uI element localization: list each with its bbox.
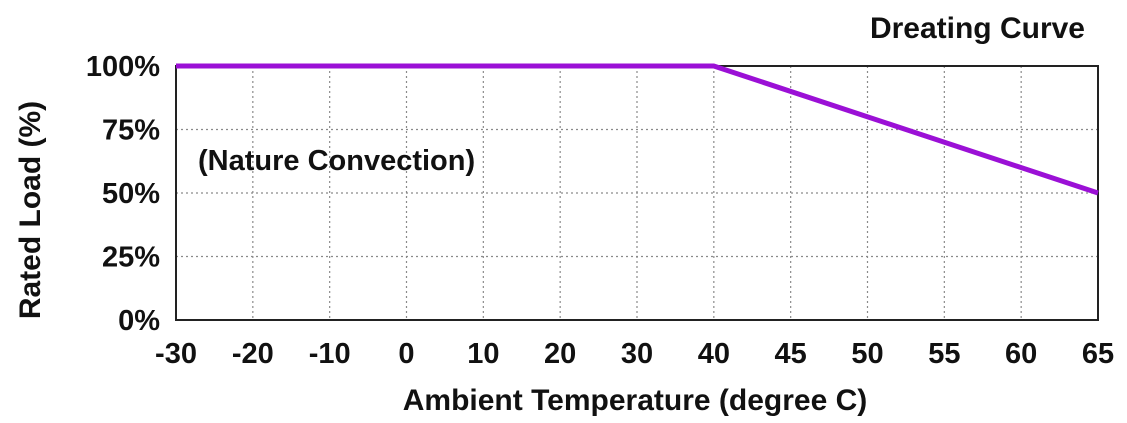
x-tick-label: -30 [155, 338, 197, 370]
x-tick-label: 65 [1082, 338, 1114, 370]
y-tick-labels: 0% 25% 50% 75% 100% [86, 51, 160, 337]
annotation-nature-convection: (Nature Convection) [198, 145, 475, 177]
x-tick-label: 20 [544, 338, 576, 370]
grid-lines [176, 66, 1098, 320]
y-tick-label: 100% [86, 51, 160, 83]
x-tick-label: 60 [1005, 338, 1037, 370]
x-tick-labels: -30 -20 -10 0 10 20 30 40 45 50 55 60 65 [155, 338, 1114, 370]
chart-title: Dreating Curve [870, 12, 1085, 45]
x-tick-label: 45 [775, 338, 807, 370]
y-tick-label: 25% [102, 242, 160, 274]
y-tick-label: 0% [118, 305, 160, 337]
x-tick-label: 50 [851, 338, 883, 370]
x-tick-label: -20 [232, 338, 274, 370]
series-layer [176, 63, 1099, 196]
y-tick-label: 50% [102, 178, 160, 210]
x-tick-label: 0 [398, 338, 414, 370]
x-tick-label: 10 [467, 338, 499, 370]
x-axis-title: Ambient Temperature (degree C) [403, 384, 868, 417]
x-tick-label: 30 [621, 338, 653, 370]
derating-curve-line [176, 63, 1099, 196]
y-tick-label: 75% [102, 115, 160, 147]
y-axis-title: Rated Load (%) [14, 101, 47, 319]
x-tick-label: -10 [309, 338, 351, 370]
x-tick-label: 40 [698, 338, 730, 370]
x-tick-label: 55 [928, 338, 960, 370]
